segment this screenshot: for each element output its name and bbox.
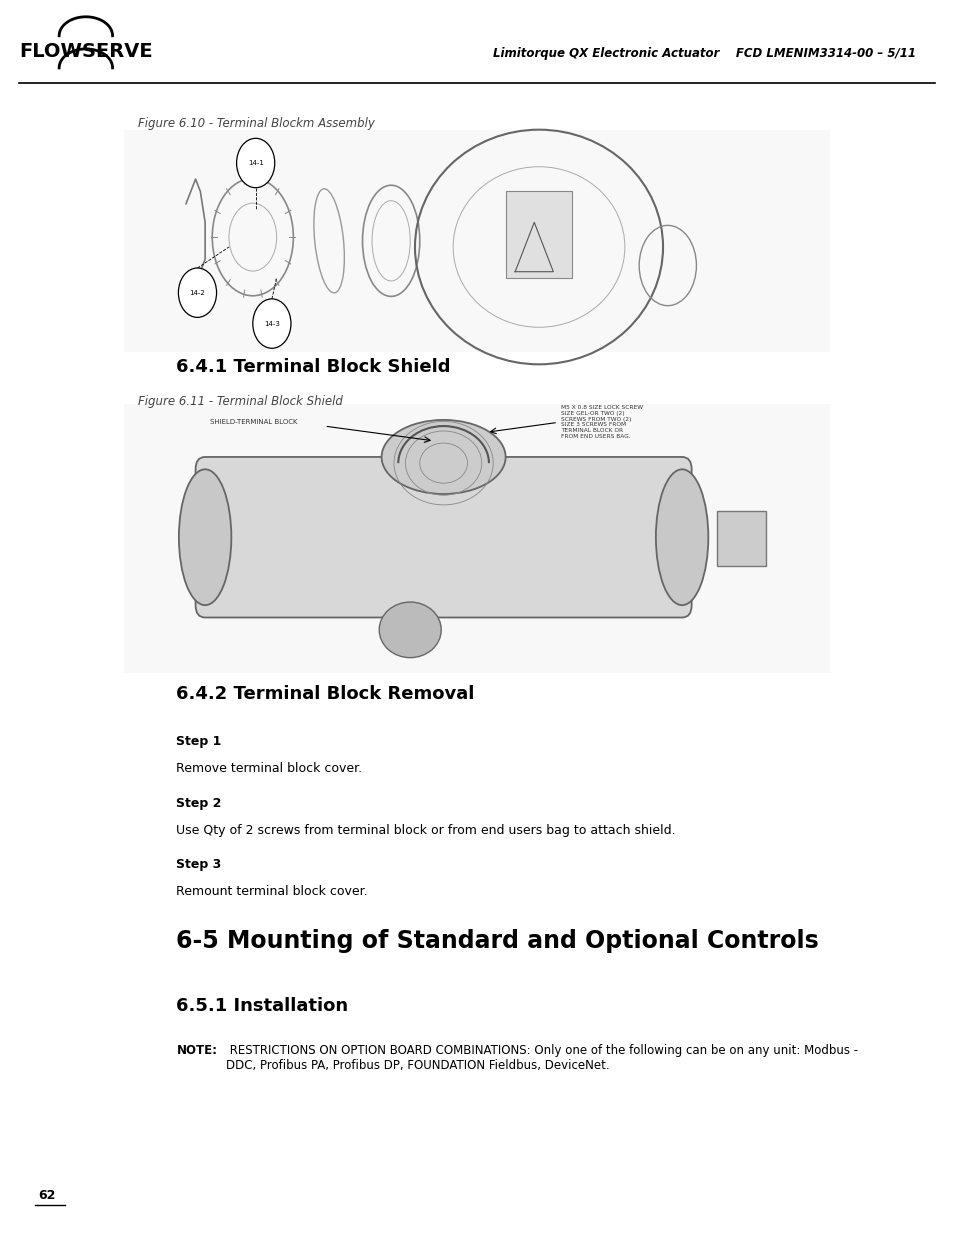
Text: 6-5 Mounting of Standard and Optional Controls: 6-5 Mounting of Standard and Optional Co…	[176, 929, 819, 952]
Text: 62: 62	[38, 1188, 55, 1202]
Text: Step 1: Step 1	[176, 735, 222, 748]
Circle shape	[178, 268, 216, 317]
Text: Remount terminal block cover.: Remount terminal block cover.	[176, 885, 368, 899]
Text: 14-3: 14-3	[264, 321, 279, 326]
Text: 6.4.1 Terminal Block Shield: 6.4.1 Terminal Block Shield	[176, 358, 451, 377]
FancyBboxPatch shape	[195, 457, 691, 618]
Circle shape	[253, 299, 291, 348]
Circle shape	[236, 138, 274, 188]
Ellipse shape	[655, 469, 707, 605]
Text: Step 3: Step 3	[176, 858, 221, 872]
Text: 6.5.1 Installation: 6.5.1 Installation	[176, 997, 348, 1015]
FancyBboxPatch shape	[717, 511, 765, 566]
Ellipse shape	[381, 420, 505, 494]
Ellipse shape	[379, 603, 440, 658]
Text: 6.4.2 Terminal Block Removal: 6.4.2 Terminal Block Removal	[176, 685, 475, 704]
Ellipse shape	[179, 469, 231, 605]
Text: NOTE:: NOTE:	[176, 1044, 217, 1057]
Text: Figure 6.10 - Terminal Blockm Assembly: Figure 6.10 - Terminal Blockm Assembly	[138, 117, 375, 131]
Text: 14-2: 14-2	[190, 290, 205, 295]
Text: M5 X 0.8 SIZE LOCK SCREW
SIZE GEL-OR TWO (2)
SCREWS FROM TWO (2)
SIZE 3 SCREWS F: M5 X 0.8 SIZE LOCK SCREW SIZE GEL-OR TWO…	[560, 405, 642, 440]
Text: RESTRICTIONS ON OPTION BOARD COMBINATIONS: Only one of the following can be on a: RESTRICTIONS ON OPTION BOARD COMBINATION…	[226, 1044, 858, 1072]
Text: 14-1: 14-1	[248, 161, 263, 165]
Text: Figure 6.11 - Terminal Block Shield: Figure 6.11 - Terminal Block Shield	[138, 395, 343, 409]
Text: Remove terminal block cover.: Remove terminal block cover.	[176, 762, 362, 776]
FancyBboxPatch shape	[505, 191, 572, 278]
Text: Step 2: Step 2	[176, 797, 222, 810]
Text: Use Qty of 2 screws from terminal block or from end users bag to attach shield.: Use Qty of 2 screws from terminal block …	[176, 824, 676, 837]
FancyBboxPatch shape	[124, 130, 829, 352]
Text: FLOWSERVE: FLOWSERVE	[19, 42, 152, 62]
FancyBboxPatch shape	[124, 404, 829, 673]
Text: Limitorque QX Electronic Actuator    FCD LMENIM3314-00 – 5/11: Limitorque QX Electronic Actuator FCD LM…	[493, 47, 915, 59]
Text: SHIELD-TERMINAL BLOCK: SHIELD-TERMINAL BLOCK	[210, 420, 297, 425]
